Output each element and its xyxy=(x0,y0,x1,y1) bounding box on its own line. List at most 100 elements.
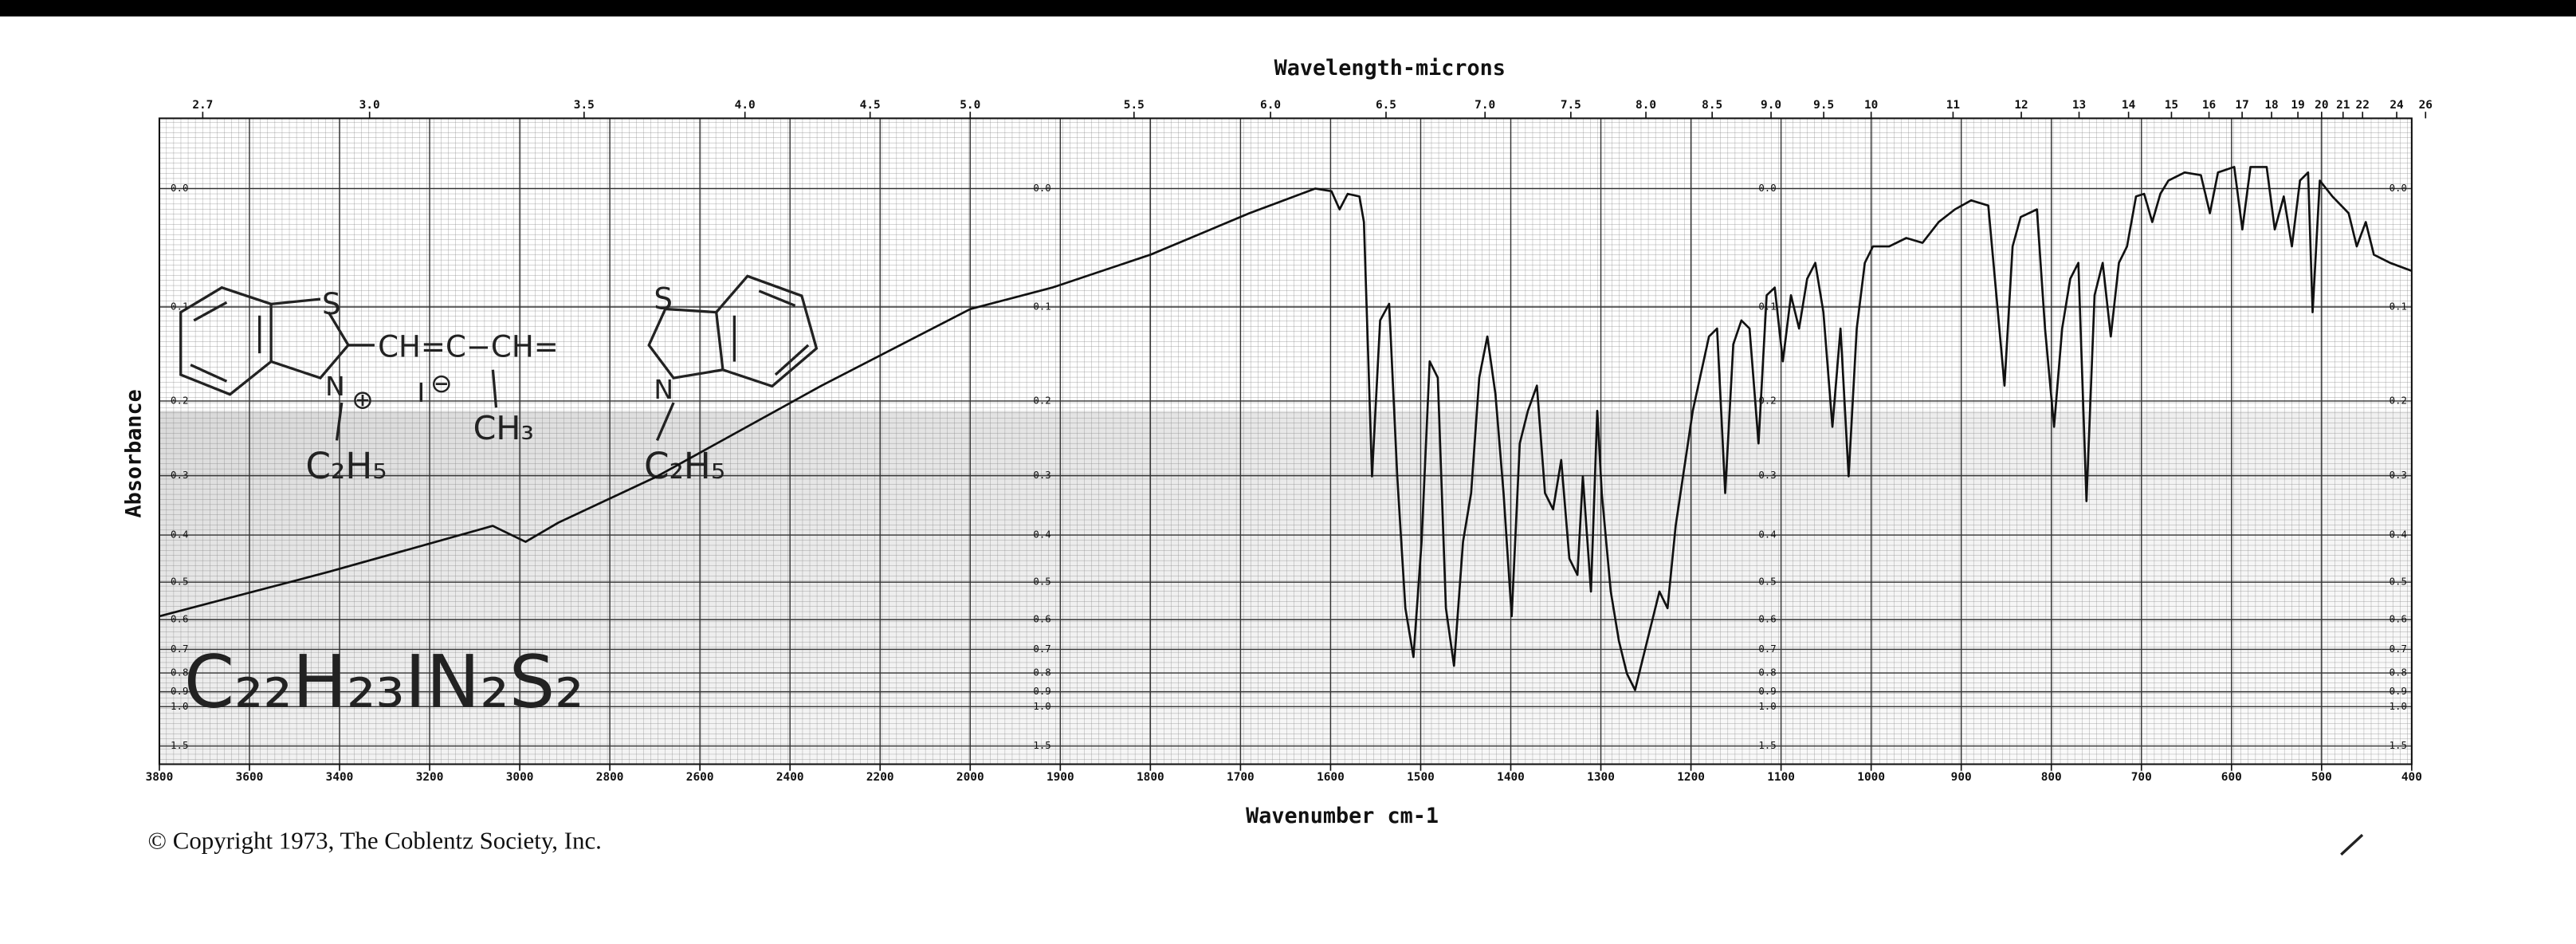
y-tick-label: 0.2 xyxy=(2389,395,2407,406)
x2-tick-label: 8.0 xyxy=(1636,99,1656,112)
x2-tick-label: 18 xyxy=(2264,99,2278,112)
y-tick-label: 0.5 xyxy=(1033,576,1050,588)
y-tick-label: 0.1 xyxy=(171,301,188,313)
structure-label: I xyxy=(418,377,426,408)
y-tick-label: 0.2 xyxy=(1758,395,1776,406)
x2-tick-label: 3.0 xyxy=(359,99,380,112)
x2-tick-label: 8.5 xyxy=(1702,99,1722,112)
x2-tick-label: 24 xyxy=(2389,99,2404,112)
y-tick-label: 1.0 xyxy=(2389,701,2407,712)
y-tick-label: 0.5 xyxy=(171,576,188,588)
x-tick-label: 1600 xyxy=(1317,771,1345,784)
x-tick-label: 3400 xyxy=(326,771,354,784)
y-tick-label: 0.2 xyxy=(171,395,188,406)
y-tick-label: 0.7 xyxy=(1758,643,1776,655)
x2-tick-label: 5.0 xyxy=(960,99,980,112)
x-tick-label: 3000 xyxy=(506,771,534,784)
x2-tick-label: 10 xyxy=(1864,99,1878,112)
y-tick-label: 0.1 xyxy=(1033,301,1050,313)
y-tick-label: 0.5 xyxy=(2389,576,2407,588)
x2-tick-label: 13 xyxy=(2072,99,2086,112)
structure-label: C₂H₅ xyxy=(644,445,725,487)
y-tick-label: 1.0 xyxy=(1033,701,1050,712)
x2-tick-label: 19 xyxy=(2291,99,2304,112)
x-tick-label: 1300 xyxy=(1587,771,1615,784)
y-tick-label: 0.0 xyxy=(2389,183,2407,194)
x2-tick-label: 14 xyxy=(2122,99,2136,112)
y-tick-label: 0.8 xyxy=(171,667,188,678)
y-tick-label: 0.6 xyxy=(1758,614,1776,625)
x2-tick-label: 2.7 xyxy=(192,99,213,112)
y-tick-label: 1.5 xyxy=(1033,740,1050,751)
y-tick-label: 0.8 xyxy=(1033,667,1050,678)
y-axis-title: Absorbance xyxy=(122,389,147,517)
y-tick-label: 0.0 xyxy=(1758,183,1776,194)
x-tick-label: 1800 xyxy=(1137,771,1164,784)
y-tick-label: 0.3 xyxy=(171,470,188,481)
benzene-ring xyxy=(714,274,819,388)
y-tick-label: 0.5 xyxy=(1758,576,1776,588)
y-tick-label: 0.4 xyxy=(1033,529,1050,541)
x2-tick-label: 7.5 xyxy=(1561,99,1581,112)
x2-tick-label: 4.5 xyxy=(860,99,881,112)
x-tick-label: 1000 xyxy=(1857,771,1885,784)
plot-frame xyxy=(158,117,2413,765)
pen-mark xyxy=(2340,833,2364,856)
x2-tick-label: 9.5 xyxy=(1813,99,1834,112)
x2-tick-label: 12 xyxy=(2014,99,2028,112)
copyright: © Copyright 1973, The Coblentz Society, … xyxy=(148,827,602,855)
x2-tick-label: 16 xyxy=(2202,99,2216,112)
x-tick-label: 3200 xyxy=(416,771,444,784)
x2-tick-label: 6.5 xyxy=(1376,99,1396,112)
x-tick-label: 1200 xyxy=(1677,771,1705,784)
structure-label: C₂H₅ xyxy=(305,445,387,487)
y-tick-label: 0.9 xyxy=(171,686,188,697)
y-tick-label: 0.6 xyxy=(1033,614,1050,625)
y-tick-label: 0.0 xyxy=(1033,183,1050,194)
spectrum-line xyxy=(159,166,2413,691)
x2-tick-label: 7.0 xyxy=(1475,99,1495,112)
y-tick-label: 1.0 xyxy=(1758,701,1776,712)
structure-label: ⊕ xyxy=(351,384,374,415)
y-tick-label: 0.1 xyxy=(1758,301,1776,313)
x2-tick-label: 5.5 xyxy=(1124,99,1145,112)
y-tick-label: 0.6 xyxy=(171,614,188,625)
x-tick-label: 400 xyxy=(2401,771,2422,784)
molecular-formula: C₂₂H₂₃IN₂S₂ xyxy=(184,641,584,725)
y-tick-label: 0.1 xyxy=(2389,301,2407,313)
structure-label: S xyxy=(654,282,673,317)
y-tick-label: 0.0 xyxy=(171,183,188,194)
y-tick-label: 0.4 xyxy=(1758,529,1776,541)
x2-tick-label: 17 xyxy=(2235,99,2248,112)
y-tick-label: 1.0 xyxy=(171,701,188,712)
y-tick-label: 1.5 xyxy=(1758,740,1776,751)
x-tick-label: 500 xyxy=(2311,771,2332,784)
y-tick-label: 0.7 xyxy=(171,643,188,655)
top-axis-title: Wavelength-microns xyxy=(1274,56,1506,81)
x2-tick-label: 9.0 xyxy=(1761,99,1781,112)
x2-tick-label: 6.0 xyxy=(1260,99,1281,112)
x2-tick-label: 4.0 xyxy=(735,99,756,112)
x-tick-label: 1100 xyxy=(1767,771,1795,784)
x2-tick-label: 20 xyxy=(2315,99,2328,112)
x2-tick-label: 15 xyxy=(2165,99,2178,112)
bond xyxy=(335,369,675,442)
structure-label: CH₃ xyxy=(473,409,534,447)
x-tick-label: 1900 xyxy=(1046,771,1074,784)
x-tick-label: 600 xyxy=(2221,771,2242,784)
axes xyxy=(159,112,2427,771)
scan-border xyxy=(0,0,2576,17)
x2-tick-label: 21 xyxy=(2336,99,2350,112)
structure-label: S xyxy=(322,287,341,321)
x2-tick-label: 22 xyxy=(2356,99,2370,112)
x-tick-label: 3800 xyxy=(146,771,174,784)
x-tick-label: 900 xyxy=(1951,771,1972,784)
structure-label: N xyxy=(654,374,673,405)
y-tick-label: 0.8 xyxy=(1758,667,1776,678)
scan-shade xyxy=(159,411,2412,765)
y-tick-label: 0.9 xyxy=(2389,686,2407,697)
x-tick-label: 2200 xyxy=(866,771,894,784)
structure-label: ⊖ xyxy=(430,368,453,399)
y-tick-label: 1.5 xyxy=(2389,740,2407,751)
